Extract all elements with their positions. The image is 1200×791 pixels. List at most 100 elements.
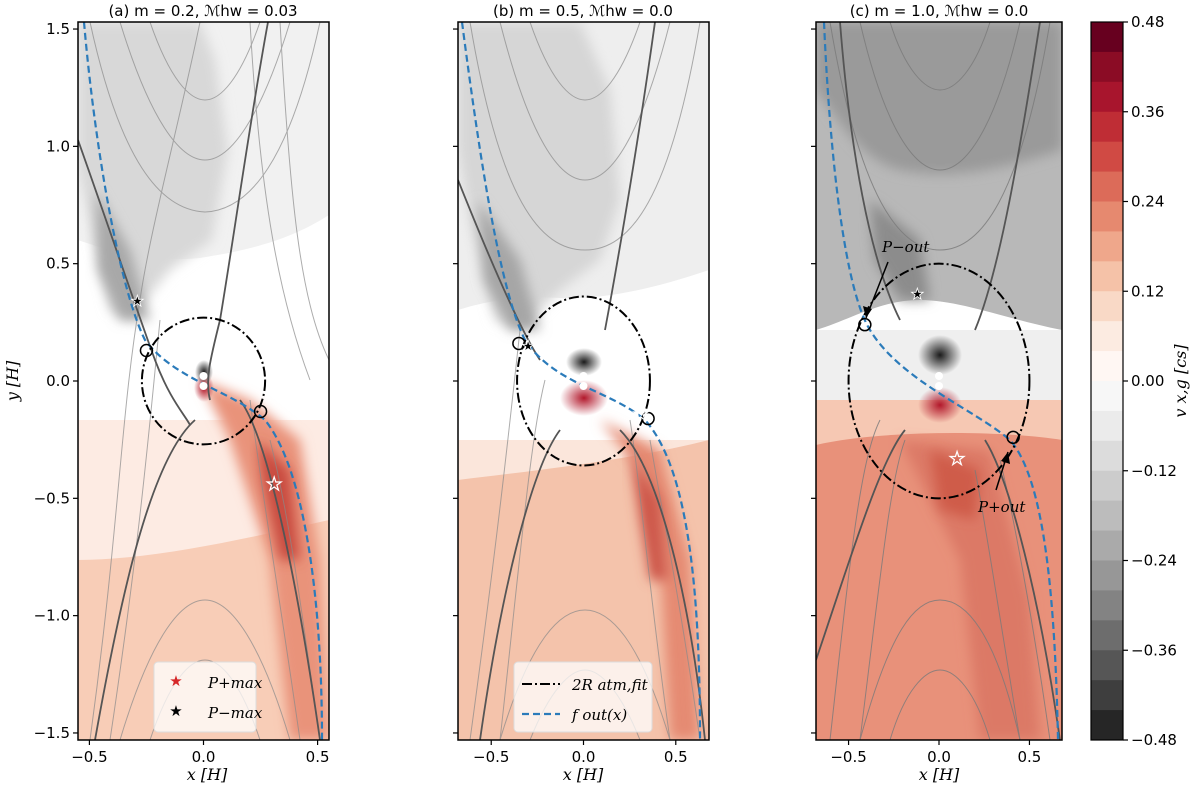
panel-a-x-ticks: −0.5 0.0 0.5: [71, 740, 330, 766]
colorbar-cell: [1091, 201, 1123, 232]
panel-b-heatmap: [458, 22, 709, 740]
planet-marker: [579, 382, 588, 390]
panel-c-annotations: P−out P+out: [863, 238, 1026, 516]
y-tick-label: −1.0: [34, 607, 70, 625]
planet-marker: [935, 382, 943, 390]
panel-c-x-ticks: −0.5 0.0 0.5: [830, 740, 1041, 766]
legend-2ratm: 2R atm,fit: [571, 676, 649, 694]
colorbar-cell: [1091, 321, 1123, 352]
y-tick-label: 1.0: [46, 137, 70, 155]
y-tick-label: −1.5: [34, 724, 70, 742]
panel-c: (c) m = 1.0, ℳhw = 0.0: [811, 2, 1063, 784]
crossing-marker: [1006, 430, 1020, 445]
panel-a-legend: ★ ★ P+max P−max: [153, 661, 263, 733]
x-tick-label: −0.5: [71, 748, 107, 766]
colorbar-tick-label: −0.36: [1131, 641, 1177, 659]
panel-a-y-ticks: −1.5 −1.0 −0.5 0.0 0.5 1.0 1.5: [34, 20, 78, 742]
panel-a-title: (a) m = 0.2, ℳhw = 0.03: [108, 2, 297, 20]
colorbar-label: v x,g [cs]: [1171, 344, 1190, 418]
colorbar-cell: [1091, 81, 1123, 113]
colorbar-tick-label: 0.00: [1131, 372, 1164, 390]
colorbar-cell: [1091, 51, 1123, 83]
colorbar-cell: [1091, 351, 1123, 382]
planet-marker: [935, 372, 943, 380]
panel-c-heatmap: [816, 22, 1062, 740]
x-tick-label: 0.5: [1018, 748, 1042, 766]
colorbar-cell: [1091, 560, 1123, 591]
colorbar-cell: [1091, 141, 1123, 173]
pmax-minus-star: ★: [521, 337, 534, 355]
panel-c-title: (c) m = 1.0, ℳhw = 0.0: [850, 2, 1029, 20]
panel-b: (b) m = 0.5, ℳhw = 0.0: [453, 2, 710, 784]
y-tick-label: 0.0: [46, 372, 70, 390]
colorbar-cell: [1091, 500, 1123, 532]
x-tick-label: 0.5: [306, 748, 330, 766]
panel-b-legend: 2R atm,fit f out(x): [513, 661, 653, 733]
panel-a-overlay: ★★: [130, 292, 283, 496]
pout-minus-label: P−out: [881, 238, 930, 256]
panel-b-overlay: ★★: [512, 295, 655, 467]
colorbar-cell: [1091, 680, 1123, 711]
colorbar-cell: [1091, 710, 1123, 741]
colorbar-tick-label: −0.24: [1131, 552, 1177, 570]
y-tick-label: −0.5: [34, 489, 70, 507]
colorbar-tick-label: −0.12: [1131, 462, 1177, 480]
crossing-marker: [641, 411, 655, 426]
x-tick-label: 0.0: [927, 748, 951, 766]
pmax-minus-star: ★: [911, 285, 924, 303]
colorbar-cell: [1091, 291, 1123, 322]
panel-a-heatmap: [78, 22, 329, 740]
crossing-marker: [858, 317, 872, 332]
colorbar-cell: [1091, 171, 1123, 202]
colorbar-cell: [1091, 410, 1123, 442]
panel-a-ylabel: y [H]: [3, 360, 22, 402]
panel-b-title: (b) m = 0.5, ℳhw = 0.0: [493, 2, 673, 20]
panel-b-x-ticks: −0.5 0.0 0.5: [473, 740, 688, 766]
panel-b-xlabel: x [H]: [563, 765, 604, 784]
pmax-plus-star: ★: [633, 404, 649, 425]
colorbar-tick-label: 0.24: [1131, 193, 1164, 211]
planet-marker: [199, 372, 208, 380]
colorbar-cell: [1091, 22, 1123, 53]
colorbar-cell: [1091, 111, 1123, 143]
colorbar-cell: [1091, 590, 1123, 621]
legend-fout: f out(x): [571, 706, 627, 724]
colorbar-cell: [1091, 261, 1123, 292]
atmosphere-circle: [140, 316, 267, 446]
colorbar-cell: [1091, 470, 1123, 502]
x-tick-label: −0.5: [830, 748, 866, 766]
colorbar-tick-label: 0.48: [1131, 13, 1164, 31]
colorbar-tick-label: −0.48: [1131, 731, 1177, 749]
crossing-marker: [253, 404, 268, 419]
legend-star-red: ★: [169, 672, 182, 690]
planet-marker: [199, 382, 208, 390]
colorbar-cells: [1091, 22, 1123, 741]
colorbar: 0.48 0.36 0.24 0.12 0.00 −0.12 −0.24 −0.36 −0.48…: [1090, 13, 1190, 749]
colorbar-ticks: 0.48 0.36 0.24 0.12 0.00 −0.12 −0.24 −0.36 −0.48: [1123, 13, 1177, 749]
colorbar-cell: [1091, 440, 1123, 472]
panel-b-y-ticks: [453, 28, 458, 734]
panel-c-overlay: ★★: [847, 262, 1031, 500]
panel-a-xlabel: x [H]: [187, 765, 228, 784]
colorbar-cell: [1091, 620, 1123, 651]
crossing-marker: [139, 343, 154, 358]
x-tick-label: 0.0: [572, 748, 596, 766]
planet-marker: [579, 372, 588, 380]
pout-plus-label: P+out: [977, 498, 1026, 516]
colorbar-cell: [1091, 381, 1123, 412]
panel-c-y-ticks: [811, 28, 816, 734]
y-tick-label: 1.5: [46, 20, 70, 38]
pmax-minus-star: ★: [131, 292, 144, 310]
panel-c-xlabel: x [H]: [919, 765, 960, 784]
x-tick-label: 0.5: [664, 748, 688, 766]
x-tick-label: −0.5: [473, 748, 509, 766]
colorbar-cell: [1091, 530, 1123, 561]
y-tick-label: 0.5: [46, 255, 70, 273]
legend-pmax-minus: P−max: [207, 704, 263, 722]
legend-star-black: ★: [169, 702, 182, 720]
colorbar-tick-label: 0.12: [1131, 282, 1164, 300]
legend-pmax-plus: P+max: [207, 674, 263, 692]
panel-a: (a) m = 0.2, ℳhw = 0.03: [3, 2, 330, 784]
colorbar-cell: [1091, 650, 1123, 681]
